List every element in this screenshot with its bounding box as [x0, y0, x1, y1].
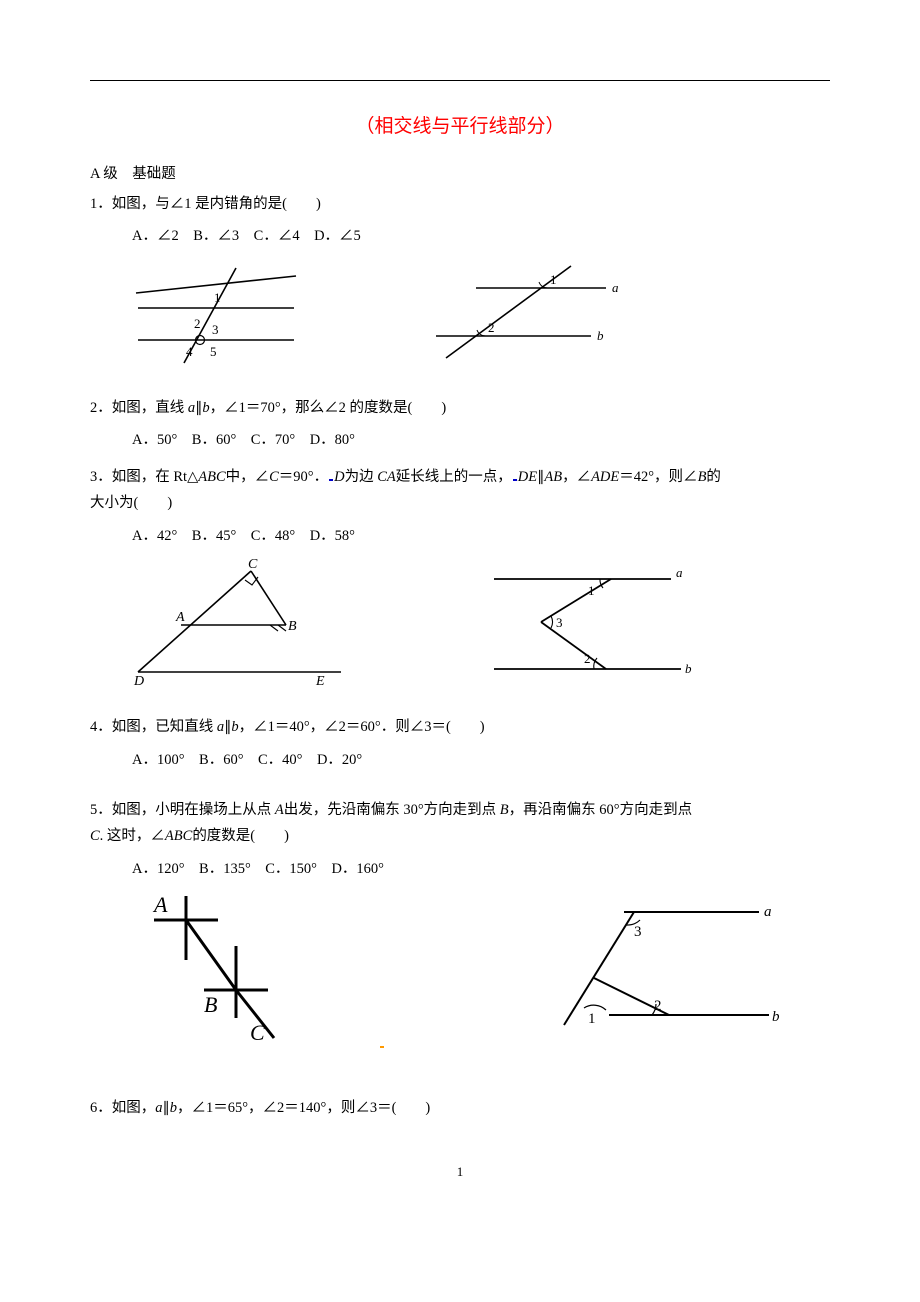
fig6-b: b [772, 1009, 780, 1025]
q2-options: A．50° B．60° C．70° D．80° [90, 425, 830, 455]
q4-d: b [231, 719, 238, 735]
fig1-label-4: 4 [186, 344, 193, 359]
q2-d: b [202, 400, 209, 416]
fig2-label-2: 2 [488, 320, 495, 335]
figure-q4: 1 2 3 a b [466, 557, 696, 692]
fig5-C: C [250, 1020, 265, 1045]
q3-d: C [269, 469, 279, 485]
figure-q1: 1 2 3 4 5 [126, 258, 306, 373]
q3-line2: 大小为( ) [90, 488, 830, 518]
q3-g: 为边 [345, 469, 378, 485]
q4-a: 4．如图，已知直线 [90, 719, 217, 735]
q3-i: 延长线上的一点， [396, 469, 512, 485]
doc-title: （相交线与平行线部分） [90, 111, 830, 138]
q3-j: DE [518, 469, 537, 485]
section-label: A 级 基础题 [90, 162, 830, 183]
q1-options: A．∠2 B．∠3 C．∠4 D．∠5 [90, 221, 830, 251]
figure-q3: A B C D E [126, 557, 356, 692]
q2-stem: 2．如图，直线 a∥b，∠1＝70°，那么∠2 的度数是( ) [90, 393, 830, 423]
q3-l: AB [544, 469, 562, 485]
fig4-1: 1 [588, 583, 595, 598]
fig4-2: 2 [584, 651, 591, 666]
q3-h: CA [377, 469, 396, 485]
figure-q5: A B C [126, 890, 384, 1055]
fig3-C: C [248, 557, 258, 572]
q6-d: b [170, 1100, 177, 1116]
q4-options: A．100° B．60° C．40° D．20° [90, 745, 830, 775]
q5-a: 5．如图，小明在操场上从点 [90, 802, 275, 818]
fig3-A: A [175, 610, 185, 625]
fig1-label-5: 5 [210, 344, 217, 359]
q3-stem: 3．如图，在 Rt△ABC中，∠C＝90°．D为边 CA延长线上的一点，DE∥A… [90, 462, 830, 492]
fig1-label-3: 3 [212, 322, 219, 337]
q3-o: ＝42°，则∠ [619, 469, 697, 485]
fig3-E: E [315, 674, 325, 687]
figure-q6: 1 2 3 a b [534, 890, 784, 1045]
q5-l2d: 的度数是( ) [192, 828, 289, 844]
fig1-label-1: 1 [214, 290, 221, 305]
q3-q: 的 [706, 469, 721, 485]
q3-e: ＝90°． [279, 469, 328, 485]
q6-a: 6．如图， [90, 1100, 155, 1116]
blue-mark-icon-2 [513, 479, 517, 481]
q6-c: ∥ [163, 1100, 170, 1116]
q2-e: ，∠1＝70°，那么∠2 的度数是( ) [210, 400, 447, 416]
figure-q2: 1 2 a b [416, 258, 626, 373]
q5-l2b: . 这时，∠ [100, 828, 165, 844]
page: （相交线与平行线部分） A 级 基础题 1．如图，与∠1 是内错角的是( ) A… [0, 0, 920, 1220]
q3-b: ABC [198, 469, 225, 485]
q3-m: ，∠ [562, 469, 591, 485]
q5-l2a: C [90, 828, 100, 844]
fig2-label-1: 1 [550, 272, 557, 287]
q3-f: D [334, 469, 344, 485]
fig5-B: B [204, 992, 217, 1017]
fig6-3: 3 [634, 924, 642, 940]
q3-n: ADE [591, 469, 619, 485]
fig-row-1: 1 2 3 4 5 [126, 258, 830, 373]
q5-line2: C. 这时，∠ABC的度数是( ) [90, 821, 830, 851]
q6-e: ，∠1＝65°，∠2＝140°，则∠3＝( ) [177, 1100, 430, 1116]
page-number: 1 [90, 1164, 830, 1180]
q3-c: 中，∠ [226, 469, 270, 485]
fig3-B: B [288, 619, 297, 634]
q6-stem: 6．如图，a∥b，∠1＝65°，∠2＝140°，则∠3＝( ) [90, 1093, 830, 1123]
q4-e: ，∠1＝40°，∠2＝60°．则∠3＝( ) [239, 719, 485, 735]
q5-options: A．120° B．135° C．150° D．160° [90, 854, 830, 884]
orange-mark-icon [380, 1046, 384, 1048]
fig6-a: a [764, 904, 772, 920]
fig5-A: A [152, 892, 168, 917]
fig6-1: 1 [588, 1011, 596, 1027]
q3-a: 3．如图，在 Rt△ [90, 469, 198, 485]
q5-b: A [275, 802, 284, 818]
q5-d: B [500, 802, 509, 818]
fig-row-3: A B C [126, 890, 830, 1055]
q5-e: ，再沿南偏东 60°方向走到点 [509, 802, 692, 818]
fig4-a: a [676, 565, 683, 580]
fig4-3: 3 [556, 615, 563, 630]
blue-mark-icon [329, 479, 333, 481]
q4-stem: 4．如图，已知直线 a∥b，∠1＝40°，∠2＝60°．则∠3＝( ) [90, 712, 830, 742]
fig6-2: 2 [654, 998, 662, 1014]
fig2-label-a: a [612, 280, 619, 295]
q6-b: a [155, 1100, 162, 1116]
fig-row-2: A B C D E [126, 557, 830, 692]
q3-options: A．42° B．45° C．48° D．58° [90, 521, 830, 551]
fig3-D: D [133, 674, 144, 687]
fig1-label-2: 2 [194, 316, 201, 331]
q2-a: 2．如图，直线 [90, 400, 188, 416]
q5-c: 出发，先沿南偏东 30°方向走到点 [284, 802, 500, 818]
fig2-label-b: b [597, 328, 604, 343]
top-rule [90, 80, 830, 81]
q5-l2c: ABC [165, 828, 192, 844]
q1-stem: 1．如图，与∠1 是内错角的是( ) [90, 189, 830, 219]
fig4-b: b [685, 661, 692, 676]
